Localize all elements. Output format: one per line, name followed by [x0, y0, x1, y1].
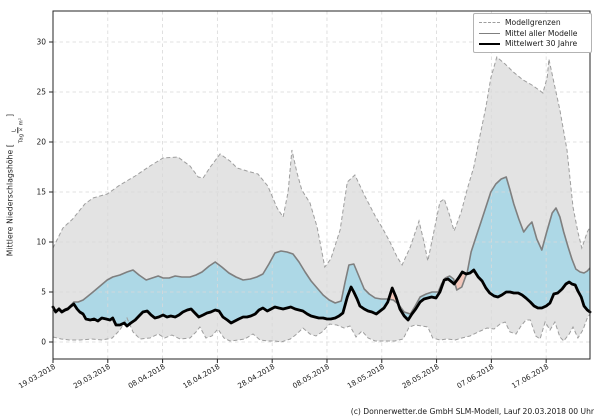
y-axis-label-prefix: Mittlere Niederschlagshöhe [: [5, 144, 15, 257]
gray-line-sample-icon: [479, 32, 500, 34]
legend-item-model-mean: Mittel aller Modelle: [479, 28, 586, 39]
anomaly-fill-dry: [454, 272, 467, 290]
black-line-sample-icon: [479, 42, 500, 45]
legend-item-climate-mean: Mittelwert 30 Jahre: [479, 38, 586, 49]
y-tick-label: 0: [41, 338, 46, 347]
dashed-line-sample-icon: [479, 21, 500, 23]
axis-frame: [52, 10, 591, 360]
y-axis-unit-fraction: L Tag × m²: [11, 117, 25, 144]
legend-label: Modellgrenzen: [505, 17, 561, 27]
legend-item-model-bounds: Modellgrenzen: [479, 17, 586, 28]
model-upper-bound-line: [52, 56, 591, 269]
climate-mean-line: [51, 268, 592, 328]
y-axis-label: Mittlere Niederschlagshöhe [L Tag × m²]: [5, 114, 24, 256]
model-range-band: [53, 57, 590, 342]
y-tick-label: 25: [36, 88, 46, 97]
y-axis-label-suffix: ]: [5, 113, 15, 117]
y-tick-label: 20: [36, 138, 46, 147]
x-tick-label: 17.06.2018: [510, 362, 551, 391]
y-tick-label: 10: [36, 238, 46, 247]
legend: Modellgrenzen Mittel aller Modelle Mitte…: [473, 13, 592, 53]
legend-label: Mittel aller Modelle: [505, 28, 578, 38]
x-tick-label: 18.05.2018: [346, 362, 387, 391]
x-tick-label: 08.04.2018: [126, 362, 167, 391]
x-tick-label: 07.06.2018: [455, 362, 496, 391]
y-axis-unit-denominator: Tag × m²: [18, 117, 25, 144]
model-lower-bound-line: [52, 313, 591, 343]
x-tick-label: 28.05.2018: [400, 362, 441, 391]
copyright-text: (c) Donnerwetter.de GmbH SLM-Modell, Lau…: [350, 407, 594, 416]
x-tick-label: 18.04.2018: [181, 362, 222, 391]
legend-label: Mittelwert 30 Jahre: [505, 39, 578, 49]
anomaly-fill-wet: [466, 177, 590, 312]
y-tick-label: 5: [41, 288, 46, 297]
anomaly-fill-wet: [53, 251, 389, 326]
x-tick-label: 29.03.2018: [72, 362, 113, 391]
x-tick-label: 08.05.2018: [291, 362, 332, 391]
y-tick-label: 15: [36, 188, 46, 197]
model-mean-line: [52, 176, 591, 315]
x-tick-label: 19.03.2018: [17, 362, 58, 391]
y-tick-label: 30: [36, 38, 46, 47]
x-tick-label: 28.04.2018: [236, 362, 277, 391]
